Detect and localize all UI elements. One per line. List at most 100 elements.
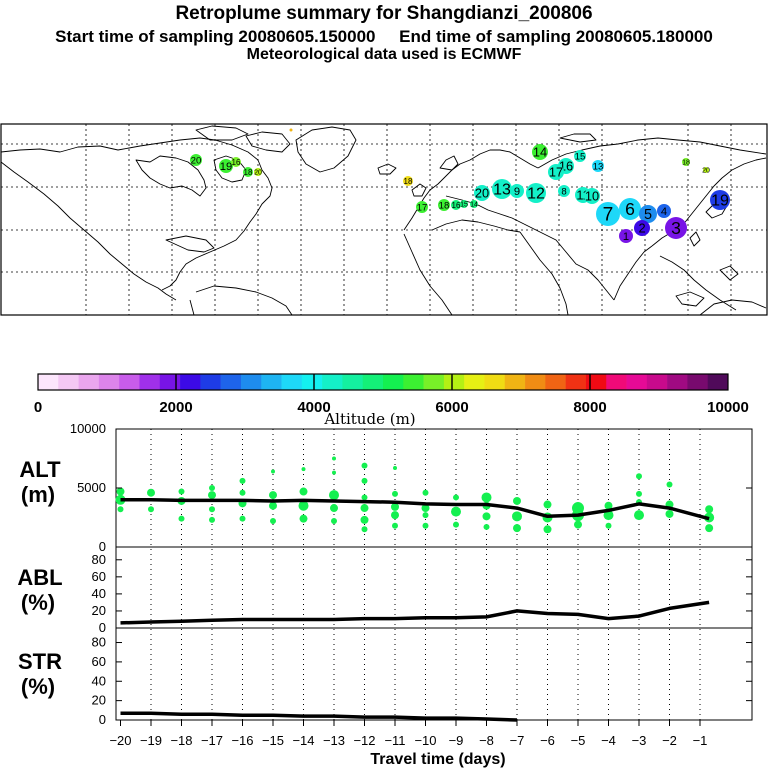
altitude-point <box>147 488 155 497</box>
colorbar-swatch <box>545 374 566 390</box>
altitude-point <box>178 488 185 495</box>
altitude-point <box>360 504 369 513</box>
altitude-point <box>451 506 461 517</box>
altitude-point <box>271 469 275 474</box>
alt-unit: (m) <box>21 482 55 507</box>
altitude-point <box>634 510 644 521</box>
str-panel-frame <box>115 627 753 721</box>
plume-day-label: 15 <box>575 151 586 162</box>
altitude-point <box>298 500 309 511</box>
altitude-point <box>391 502 399 511</box>
str-label: STR <box>18 649 62 674</box>
plume-dot <box>532 144 548 160</box>
colorbar-tick-label: 10000 <box>707 399 749 416</box>
met-data-line: Meteorological data used is ECMWF <box>246 46 522 63</box>
x-tick-label: −19 <box>140 733 162 748</box>
plume-day-label: 3 <box>671 218 681 238</box>
altitude-point <box>148 506 154 513</box>
altitude-point <box>208 491 216 500</box>
plume-dot <box>190 154 202 166</box>
abl-panel-frame <box>115 546 753 629</box>
colorbar-tick-label: 4000 <box>297 399 330 416</box>
altitude-point <box>299 514 308 523</box>
plume-dot <box>526 183 546 203</box>
y-tick-label: 20 <box>92 603 106 618</box>
altitude-point <box>117 506 124 513</box>
altitude-point <box>361 494 368 501</box>
plume-dot <box>548 164 564 180</box>
colorbar-swatch <box>626 374 648 390</box>
x-tick-label: −18 <box>170 733 192 748</box>
x-tick-label: −14 <box>292 733 314 748</box>
plume-day-label: 16 <box>452 201 461 210</box>
altitude-point <box>605 522 612 529</box>
plume-dot <box>665 217 687 239</box>
plume-dot <box>470 200 478 208</box>
y-tick-label: 0 <box>99 712 106 727</box>
altitude-point <box>421 504 430 513</box>
plume-day-label: 17 <box>549 164 563 179</box>
plume-dot <box>584 188 600 204</box>
plume-day-label: 1 <box>623 231 629 243</box>
altitude-point <box>512 511 522 522</box>
colorbar-swatch <box>707 374 729 390</box>
altitude-point <box>513 496 521 505</box>
plume-day-label: 20 <box>702 167 710 174</box>
colorbar-swatch <box>362 374 384 390</box>
str-line <box>120 711 518 722</box>
y-tick-label: 80 <box>92 635 106 650</box>
altitude-point <box>361 477 368 484</box>
plume-dot <box>619 198 641 220</box>
colorbar-swatch <box>423 374 445 390</box>
altitude-point <box>239 477 246 484</box>
x-tick-label: −7 <box>510 733 525 748</box>
altitude-point <box>705 524 714 533</box>
plume-day-label: 19 <box>711 193 729 210</box>
altitude-point <box>705 505 714 514</box>
y-tick-label: 0 <box>99 620 106 635</box>
altitude-point <box>422 522 429 529</box>
x-tick-label: −16 <box>231 733 253 748</box>
colorbar-swatch <box>281 374 303 390</box>
colorbar-swatch <box>220 374 242 390</box>
colorbar-swatch <box>78 374 100 390</box>
x-axis-label: Travel time (days) <box>370 751 505 768</box>
plume-day-label: 7 <box>603 205 614 226</box>
colorbar-swatch <box>443 374 465 390</box>
altitude-point <box>603 510 614 521</box>
plume-dot <box>289 128 293 132</box>
y-tick-label: 0 <box>99 539 106 554</box>
altitude-point <box>360 515 369 524</box>
x-tick-label: −2 <box>662 733 677 748</box>
y-tick-label: 5000 <box>77 480 106 495</box>
altitude-point <box>331 518 337 525</box>
plume-day-label: 20 <box>475 185 489 200</box>
plume-day-label: 12 <box>527 186 545 203</box>
altitude-point <box>329 490 339 501</box>
colorbar-frame <box>37 373 729 391</box>
plume-dot <box>416 201 428 213</box>
altitude-point <box>422 512 429 519</box>
colorbar-swatch <box>525 374 546 390</box>
altitude-point <box>299 487 308 496</box>
x-tick-label: −3 <box>632 733 647 748</box>
altitude-point <box>543 500 552 509</box>
colorbar-swatch <box>322 374 343 390</box>
plume-day-label: 13 <box>593 161 604 172</box>
colorbar-swatch <box>464 374 485 390</box>
altitude-point <box>361 462 368 469</box>
y-tick-label: 60 <box>92 654 106 669</box>
plume-dot <box>703 167 709 173</box>
plume-day-label: 13 <box>493 182 511 199</box>
colorbar-tick-label: 2000 <box>159 399 192 416</box>
x-tick-label: −20 <box>109 733 131 748</box>
alt-plot <box>115 456 715 534</box>
plume-day-label: 10 <box>585 188 599 203</box>
colorbar-tick-label: 0 <box>34 399 42 416</box>
y-tick-label: 40 <box>92 673 106 688</box>
altitude-point <box>604 501 613 510</box>
plume-day-label: 18 <box>439 200 450 211</box>
altitude-point <box>481 492 492 503</box>
